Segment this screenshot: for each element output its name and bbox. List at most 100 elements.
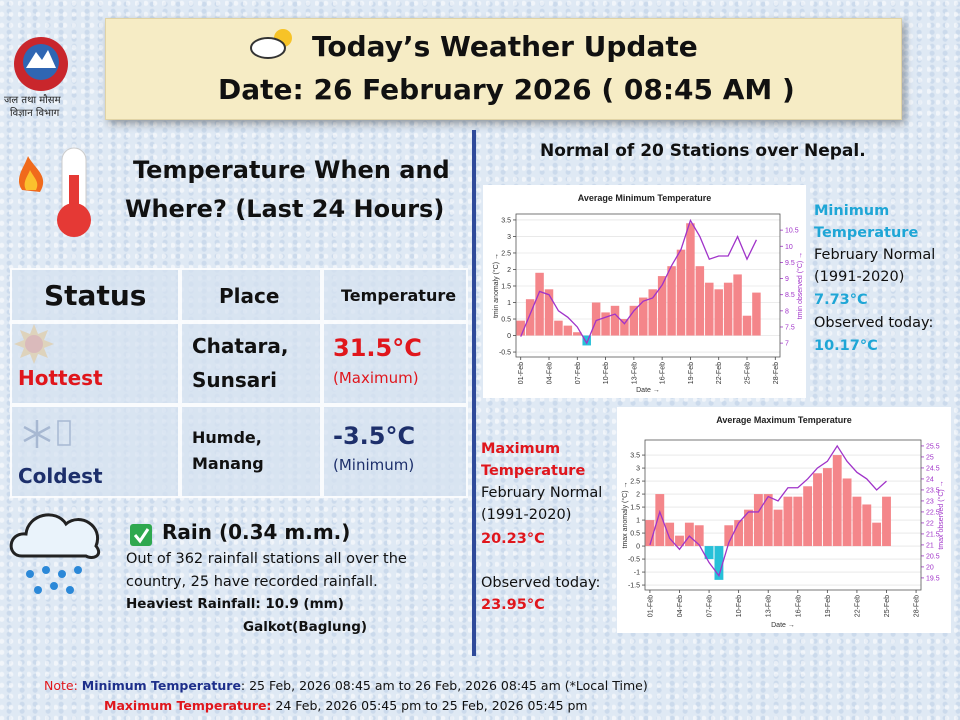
y-tick-label: -1.5 — [628, 583, 640, 590]
panel-value: 20.23°C — [481, 531, 545, 547]
y2-tick-label: 9 — [785, 276, 789, 283]
bar — [704, 546, 714, 560]
chart-title: Average Maximum Temperature — [716, 415, 852, 425]
table-cell — [10, 322, 180, 405]
x-tick-label: 16-Feb — [795, 595, 802, 617]
table-cell — [180, 405, 322, 498]
bar — [525, 299, 535, 336]
bar — [655, 494, 665, 547]
qualifier: (Minimum) — [333, 456, 415, 474]
section-title: Where? (Last 24 Hours) — [125, 195, 445, 223]
x-tick-label: 13-Feb — [766, 595, 773, 617]
y2-tick-label: 21 — [926, 542, 934, 549]
panel-text: February Normal — [481, 485, 603, 501]
panel-text: (1991-2020) — [481, 507, 572, 523]
y-axis-label: tmax anomaly (°C) → — [621, 482, 629, 549]
bar — [657, 276, 667, 336]
bar — [676, 249, 686, 336]
x-tick-label: 16-Feb — [660, 362, 667, 384]
x-tick-label: 22-Feb — [716, 362, 723, 384]
bar — [714, 289, 723, 336]
bar — [724, 525, 734, 547]
bar — [733, 274, 742, 336]
bar — [601, 312, 610, 336]
bar — [752, 292, 761, 336]
bar — [694, 525, 704, 547]
y-tick-label: 0.5 — [501, 317, 511, 324]
x-tick-label: 19-Feb — [688, 362, 695, 384]
y-tick-label: -1 — [634, 570, 640, 577]
bar — [639, 297, 648, 336]
bar — [753, 494, 763, 547]
panel-label: Minimum — [814, 203, 890, 219]
place: Humde, — [192, 428, 262, 447]
bar — [648, 289, 657, 336]
table-header: Temperature — [341, 286, 457, 305]
rain-title: Rain (0.34 m.m.) — [162, 520, 351, 544]
bar — [793, 496, 803, 547]
bar — [852, 496, 862, 547]
note-min-label: Minimum Temperature — [81, 678, 241, 693]
bar — [686, 223, 695, 336]
check-icon — [130, 524, 152, 546]
y2-tick-label: 10 — [785, 244, 793, 251]
bar — [610, 305, 620, 336]
bar — [723, 282, 733, 336]
table-header: Status — [44, 279, 147, 312]
y-tick-label: 1 — [507, 300, 511, 307]
bar — [544, 289, 554, 336]
y-tick-label: 1.5 — [501, 283, 511, 290]
y2-tick-label: 20.5 — [926, 553, 940, 560]
table-cell — [322, 405, 468, 498]
qualifier: (Maximum) — [333, 369, 419, 387]
bar — [695, 266, 705, 336]
y2-tick-label: 7.5 — [785, 324, 795, 331]
bar — [675, 535, 684, 547]
status: Hottest — [18, 366, 103, 390]
header-box — [105, 18, 902, 120]
panel-value: 7.73°C — [814, 292, 868, 308]
x-tick-label: 04-Feb — [547, 362, 554, 384]
table-cell — [180, 268, 322, 322]
y2-tick-label: 21.5 — [926, 531, 940, 538]
note-min-range: : 25 Feb, 2026 08:45 am to 26 Feb, 2026 … — [240, 678, 648, 693]
x-axis-label: Date → — [771, 622, 795, 629]
y2-tick-label: 20 — [926, 564, 934, 571]
bar — [620, 319, 629, 336]
table-cell — [10, 405, 180, 498]
x-tick-label: 07-Feb — [707, 595, 714, 617]
table-cell — [180, 322, 322, 405]
temperature: -3.5°C — [333, 422, 416, 450]
rain-cloud-icon — [9, 513, 101, 594]
bar — [862, 504, 872, 547]
panel-label: Temperature — [814, 225, 919, 241]
y2-tick-label: 23.5 — [926, 487, 940, 494]
x-axis-label: Date → — [636, 387, 660, 394]
y-tick-label: 1 — [636, 518, 640, 525]
section-title: Temperature When and — [133, 156, 450, 184]
x-tick-label: 13-Feb — [631, 362, 638, 384]
y2-tick-label: 22 — [926, 520, 934, 527]
bar — [742, 315, 752, 336]
table-cell — [322, 268, 468, 322]
y2-tick-label: 8.5 — [785, 292, 795, 299]
x-tick-label: 10-Feb — [736, 595, 743, 617]
bar — [882, 496, 891, 547]
thermometer-icon — [18, 147, 91, 237]
y2-tick-label: 9.5 — [785, 260, 795, 267]
x-tick-label: 19-Feb — [825, 595, 832, 617]
panel-value: 23.95°C — [481, 597, 545, 613]
note: Note: Minimum Temperature: 25 Feb, 2026 … — [44, 678, 648, 693]
y-tick-label: 3 — [507, 234, 511, 241]
y2-axis-label: tmax observed (°C) → — [937, 480, 945, 549]
y-tick-label: -0.5 — [499, 350, 511, 357]
y-tick-label: 2.5 — [630, 479, 640, 486]
x-tick-label: 01-Feb — [518, 362, 525, 384]
chart: Average Minimum Temperature -0.5 0 0.5 1 1.5 2… — [483, 185, 806, 398]
y2-tick-label: 7 — [785, 341, 789, 348]
place: Sunsari — [192, 368, 277, 392]
y2-tick-label: 24.5 — [926, 465, 940, 472]
temperature: 31.5°C — [333, 334, 422, 362]
normals-title: Normal of 20 Stations over Nepal. — [540, 141, 866, 161]
bar — [591, 302, 601, 336]
